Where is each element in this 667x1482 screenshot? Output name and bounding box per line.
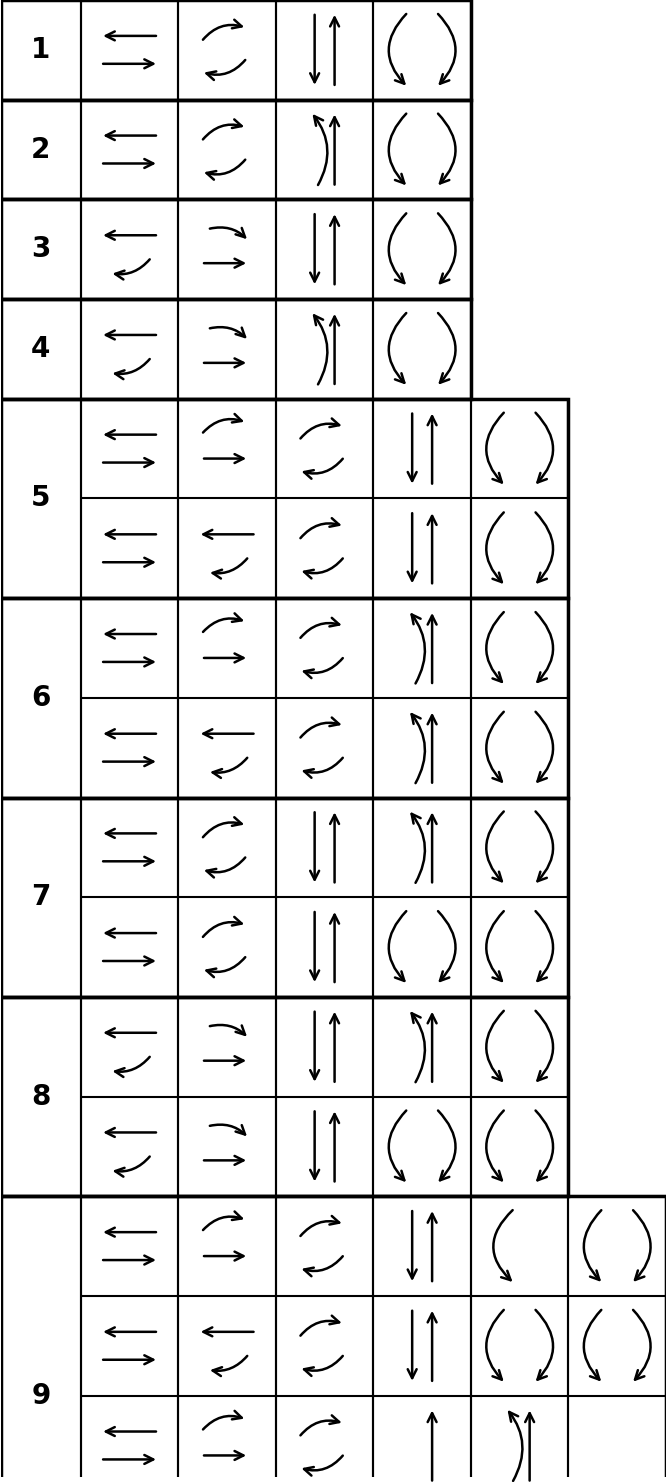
Text: 7: 7 [31, 883, 51, 911]
Text: 4: 4 [31, 335, 51, 363]
Text: 8: 8 [31, 1082, 51, 1110]
Text: 3: 3 [31, 236, 51, 264]
Text: 6: 6 [31, 683, 51, 711]
Text: 2: 2 [31, 135, 51, 163]
Text: 1: 1 [31, 36, 51, 64]
Text: 9: 9 [31, 1381, 51, 1409]
Text: 5: 5 [31, 485, 51, 513]
